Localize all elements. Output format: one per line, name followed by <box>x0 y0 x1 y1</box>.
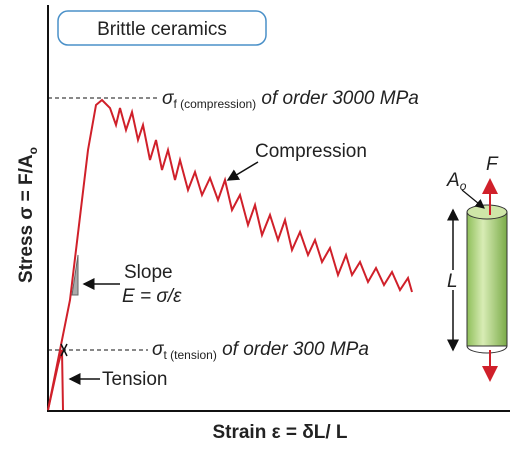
length-label: L <box>447 271 458 292</box>
cylinder-top <box>466 204 508 220</box>
cylinder-bottom <box>466 345 508 354</box>
slope-label: Slope <box>124 262 173 283</box>
compression-strength: σf (compression) of order 3000 MPa <box>162 88 419 111</box>
badge-box <box>57 10 267 46</box>
tension-label: Tension <box>102 369 168 390</box>
strength-text: of order 300 MPa <box>217 339 369 360</box>
area-sub: o <box>460 179 467 193</box>
y-label-sub: o <box>26 147 40 154</box>
symbol: σ <box>152 339 165 360</box>
compression-label: Compression <box>255 141 367 162</box>
area-arrow <box>461 189 485 209</box>
slope-formula: E = σ/ε <box>122 286 182 307</box>
tension-strength: σt (tension) of order 300 MPa <box>152 339 369 362</box>
compression-curve <box>47 98 413 411</box>
cylinder-body <box>466 211 508 347</box>
y-axis-label: Stress σ = F/Ao <box>16 147 40 283</box>
x-axis-label: Strain ε = δL/ L <box>212 422 347 443</box>
fracture-mark <box>60 343 68 357</box>
area-text: A <box>446 170 460 191</box>
compression-arrow <box>226 161 259 181</box>
symbol: σ <box>162 88 175 109</box>
slope-triangle <box>71 254 79 296</box>
badge: Brittle ceramics <box>97 19 227 40</box>
y-label-text: Stress σ = F/A <box>16 154 37 283</box>
force-label: F <box>486 154 499 175</box>
area-label: Ao <box>446 170 467 193</box>
strength-text: of order 3000 MPa <box>256 88 419 109</box>
subscript: f (compression) <box>173 97 256 111</box>
tension-curve <box>47 349 64 411</box>
subscript: t (tension) <box>163 348 216 362</box>
